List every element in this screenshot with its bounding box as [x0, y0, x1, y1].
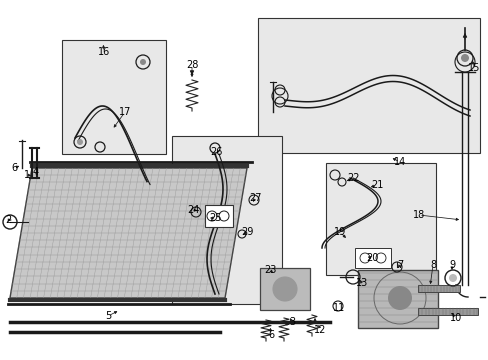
- Text: 9: 9: [448, 260, 454, 270]
- Text: 13: 13: [355, 278, 367, 288]
- Bar: [417, 308, 477, 315]
- Text: 3: 3: [288, 317, 294, 327]
- Bar: [417, 285, 459, 292]
- Text: 6: 6: [267, 330, 273, 340]
- Text: 24: 24: [186, 205, 199, 215]
- Text: 19: 19: [333, 227, 346, 237]
- Text: 10: 10: [449, 313, 461, 323]
- Text: 27: 27: [248, 193, 261, 203]
- Text: 12: 12: [313, 325, 325, 335]
- Bar: [62, 40, 165, 154]
- Text: 29: 29: [240, 227, 253, 237]
- Text: 1: 1: [24, 170, 30, 180]
- Bar: [260, 268, 309, 310]
- Bar: [204, 205, 232, 227]
- Bar: [354, 248, 390, 268]
- Text: 16: 16: [98, 47, 110, 57]
- Text: 7: 7: [396, 260, 402, 270]
- Text: 23: 23: [263, 265, 276, 275]
- Text: 20: 20: [365, 253, 377, 263]
- Text: 6: 6: [11, 163, 17, 173]
- Circle shape: [460, 54, 468, 62]
- Text: 17: 17: [119, 107, 131, 117]
- Circle shape: [448, 274, 456, 282]
- Text: 22: 22: [347, 173, 360, 183]
- Text: 2: 2: [5, 215, 11, 225]
- Polygon shape: [10, 168, 246, 298]
- Text: 26: 26: [209, 147, 222, 157]
- Text: 8: 8: [429, 260, 435, 270]
- Text: 4: 4: [33, 167, 39, 177]
- Text: 14: 14: [393, 157, 406, 167]
- Circle shape: [387, 286, 411, 310]
- Circle shape: [77, 139, 83, 145]
- Text: 28: 28: [185, 60, 198, 70]
- Bar: [325, 163, 435, 275]
- Text: 25: 25: [208, 213, 221, 223]
- Text: 11: 11: [332, 303, 345, 313]
- Text: 15: 15: [467, 63, 479, 73]
- Bar: [258, 18, 479, 153]
- Bar: [172, 136, 282, 304]
- Text: 18: 18: [412, 210, 424, 220]
- Bar: [357, 270, 437, 328]
- Text: 21: 21: [370, 180, 383, 190]
- Circle shape: [272, 277, 296, 301]
- Circle shape: [140, 59, 146, 65]
- Text: 5: 5: [104, 311, 111, 321]
